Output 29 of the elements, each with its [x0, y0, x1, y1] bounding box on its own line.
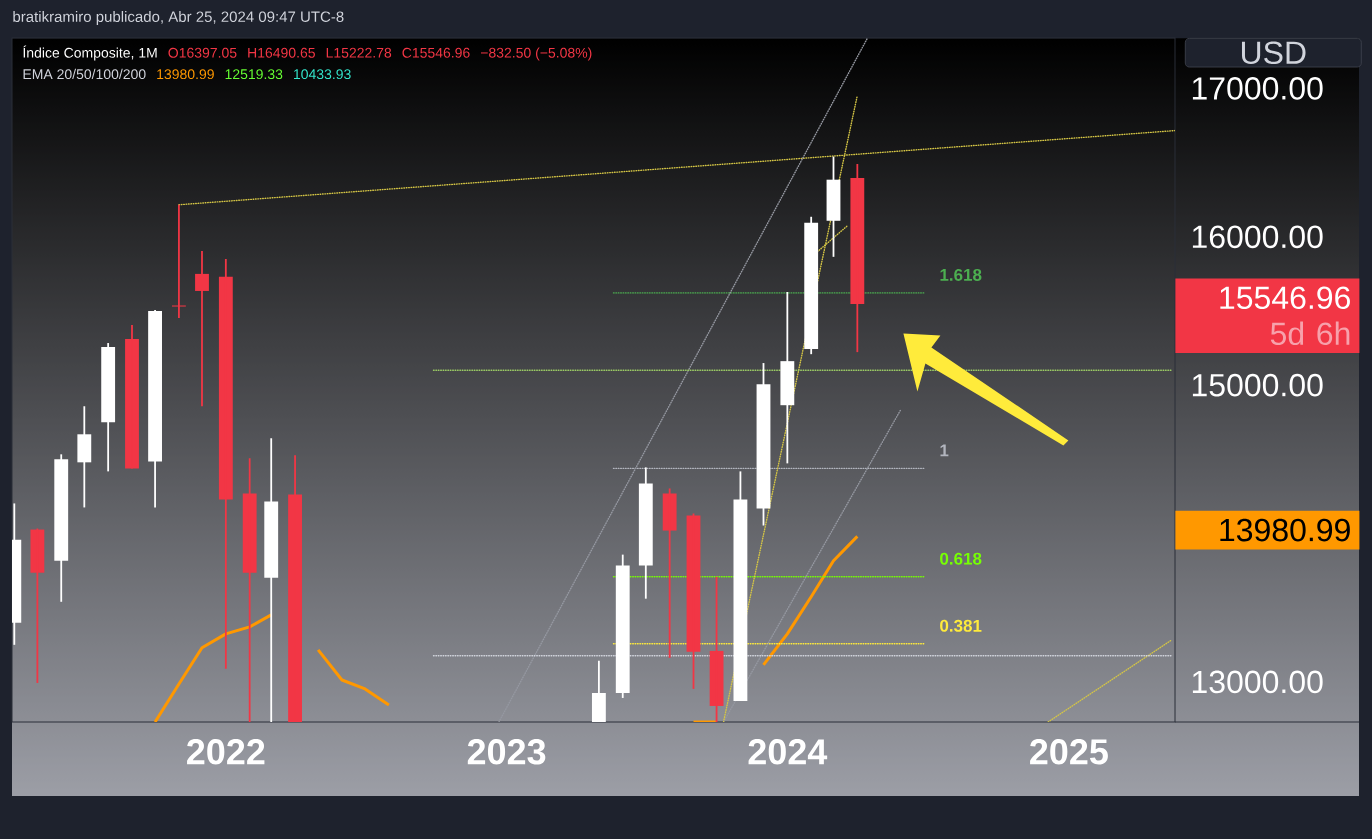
- text: 5d 6h: [1270, 321, 1350, 346]
- y-tick-label: 13000.00: [1192, 670, 1323, 694]
- x-tick-label: 2025: [1030, 739, 1108, 765]
- y-tick-label: 17000.00: [1192, 77, 1323, 100]
- annotation: 1: [940, 444, 949, 457]
- annotation: 12519.33: [225, 69, 283, 80]
- candlestick: [733, 470, 748, 702]
- annotation: 13980.99: [157, 69, 214, 80]
- annotation: L15222.78: [326, 47, 392, 58]
- x-tick-label: 2022: [187, 739, 265, 765]
- annotation: 10433.93: [294, 69, 351, 80]
- text: 15546.96: [1220, 286, 1350, 310]
- annotation: 1.618: [940, 268, 982, 281]
- annotation: −832.50 (−5.08%): [480, 47, 592, 61]
- annotation: C15546.96: [402, 47, 470, 58]
- text: Índice Composite, 1M: [23, 45, 157, 61]
- y-tick-label: 15000.00: [1192, 373, 1323, 397]
- y-axis-title: USD: [1241, 41, 1306, 65]
- annotation: H16490.65: [248, 47, 315, 58]
- y-tick-label: 16000.00: [1192, 225, 1323, 249]
- chart-title: bratikramiro publicado, Abr 25, 2024 09:47 UTC-8: [13, 11, 344, 25]
- text: 13980.99: [1220, 518, 1350, 542]
- x-tick-label: 2024: [748, 739, 828, 765]
- annotation: 0.381: [940, 619, 982, 632]
- candlestick: [172, 203, 186, 319]
- x-tick-label: 2023: [467, 739, 546, 765]
- annotation: EMA 20/50/100/200: [23, 68, 146, 80]
- annotation: O16397.05: [168, 47, 237, 58]
- annotation: 0.618: [940, 552, 982, 565]
